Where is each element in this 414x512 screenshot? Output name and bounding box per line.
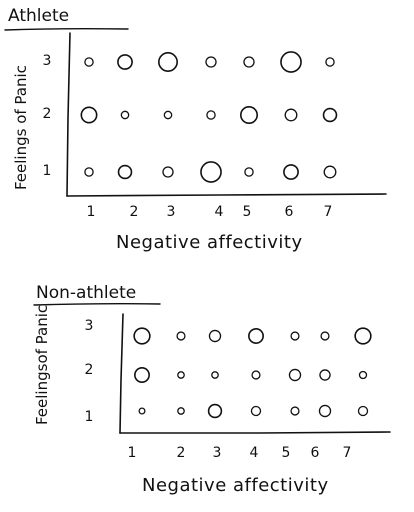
non-athlete-point-x6-y2 bbox=[319, 369, 331, 381]
athlete-point-x5-y2 bbox=[240, 106, 259, 125]
athlete-title: Athlete bbox=[8, 6, 69, 26]
non-athlete-point-x1-y2 bbox=[134, 367, 150, 383]
non-athlete-point-x1-y3 bbox=[133, 327, 151, 345]
athlete-x-tick-label-2: 2 bbox=[130, 204, 139, 220]
athlete-point-x5-y1 bbox=[244, 167, 254, 177]
non-athlete-title-underline bbox=[33, 302, 161, 306]
non-athlete-x-tick-label-2: 2 bbox=[177, 445, 186, 461]
athlete-panel: Athlete Feelings of Panic 1 2 3 1 2 3 4 5 6 7 Ne… bbox=[4, 6, 387, 253]
athlete-point-x4-y2 bbox=[206, 110, 216, 120]
athlete-title-underline bbox=[4, 27, 129, 31]
non-athlete-point-x5-y3 bbox=[290, 331, 300, 341]
non-athlete-x-tick-label-5: 5 bbox=[282, 445, 291, 461]
athlete-x-axis-line bbox=[66, 193, 387, 197]
athlete-x-tick-label-1: 1 bbox=[87, 204, 96, 220]
non-athlete-point-x6-y3 bbox=[320, 331, 330, 341]
athlete-point-x6-y3 bbox=[280, 51, 302, 73]
non-athlete-point-x7-y1 bbox=[357, 405, 369, 417]
non-athlete-y-tick-label-3: 3 bbox=[85, 318, 94, 334]
athlete-point-x1-y3 bbox=[84, 57, 94, 67]
athlete-point-x7-y2 bbox=[322, 107, 338, 123]
athlete-x-tick-label-7: 7 bbox=[324, 204, 333, 220]
non-athlete-point-x4-y3 bbox=[248, 328, 264, 344]
non-athlete-point-x4-y2 bbox=[251, 370, 261, 380]
non-athlete-point-x4-y1 bbox=[250, 405, 262, 417]
athlete-point-x3-y1 bbox=[162, 166, 174, 178]
athlete-point-x7-y3 bbox=[325, 57, 335, 67]
non-athlete-y-axis-line bbox=[119, 313, 124, 434]
athlete-point-x2-y1 bbox=[117, 164, 133, 180]
non-athlete-point-x2-y1 bbox=[177, 407, 185, 415]
non-athlete-x-axis-label: Negative affectivity bbox=[142, 475, 329, 496]
athlete-point-x2-y3 bbox=[117, 54, 133, 70]
non-athlete-point-x1-y1 bbox=[138, 407, 146, 415]
athlete-point-x3-y3 bbox=[158, 52, 178, 72]
non-athlete-title: Non-athlete bbox=[36, 283, 136, 303]
non-athlete-point-x7-y2 bbox=[358, 370, 368, 380]
athlete-point-x1-y2 bbox=[80, 106, 98, 124]
athlete-point-x2-y2 bbox=[120, 110, 130, 120]
athlete-y-axis-line bbox=[66, 32, 71, 197]
non-athlete-x-axis-line bbox=[119, 431, 391, 434]
athlete-x-axis-label: Negative affectivity bbox=[116, 232, 303, 253]
athlete-x-tick-label-6: 6 bbox=[285, 204, 294, 220]
athlete-y-tick-label-2: 2 bbox=[43, 106, 52, 122]
non-athlete-x-tick-label-6: 6 bbox=[311, 445, 320, 461]
non-athlete-y-tick-label-1: 1 bbox=[85, 409, 94, 425]
athlete-x-tick-label-5: 5 bbox=[243, 204, 252, 220]
non-athlete-y-tick-label-2: 2 bbox=[85, 362, 94, 378]
non-athlete-x-tick-label-3: 3 bbox=[213, 445, 222, 461]
non-athlete-y-axis-label: Feelingsof Panic bbox=[33, 305, 51, 425]
athlete-point-x4-y3 bbox=[205, 56, 217, 68]
athlete-point-x1-y1 bbox=[84, 167, 94, 177]
athlete-point-x7-y1 bbox=[323, 165, 337, 179]
non-athlete-point-x6-y1 bbox=[318, 404, 332, 418]
non-athlete-panel: Non-athlete Feelingsof Panic 1 2 3 1 2 3 4 5 6 7… bbox=[33, 283, 391, 496]
non-athlete-x-tick-label-4: 4 bbox=[250, 445, 259, 461]
non-athlete-point-x7-y3 bbox=[354, 327, 372, 345]
athlete-point-x4-y1 bbox=[200, 161, 222, 183]
athlete-y-tick-label-3: 3 bbox=[43, 53, 52, 69]
non-athlete-point-x3-y2 bbox=[211, 371, 219, 379]
non-athlete-point-x5-y1 bbox=[290, 406, 300, 416]
athlete-y-axis-label: Feelings of Panic bbox=[12, 65, 30, 190]
non-athlete-point-x2-y2 bbox=[177, 371, 185, 379]
non-athlete-point-x3-y3 bbox=[208, 329, 222, 343]
athlete-point-x3-y2 bbox=[163, 110, 173, 120]
athlete-x-tick-label-3: 3 bbox=[167, 204, 176, 220]
athlete-point-x5-y3 bbox=[243, 56, 255, 68]
non-athlete-x-tick-label-7: 7 bbox=[343, 445, 352, 461]
athlete-point-x6-y2 bbox=[284, 108, 298, 122]
non-athlete-point-x2-y3 bbox=[176, 331, 186, 341]
non-athlete-x-tick-label-1: 1 bbox=[128, 445, 137, 461]
athlete-point-x6-y1 bbox=[283, 164, 299, 180]
athlete-x-tick-label-4: 4 bbox=[215, 204, 224, 220]
athlete-y-tick-label-1: 1 bbox=[43, 163, 52, 179]
non-athlete-point-x3-y1 bbox=[207, 403, 223, 419]
non-athlete-point-x5-y2 bbox=[288, 368, 302, 382]
